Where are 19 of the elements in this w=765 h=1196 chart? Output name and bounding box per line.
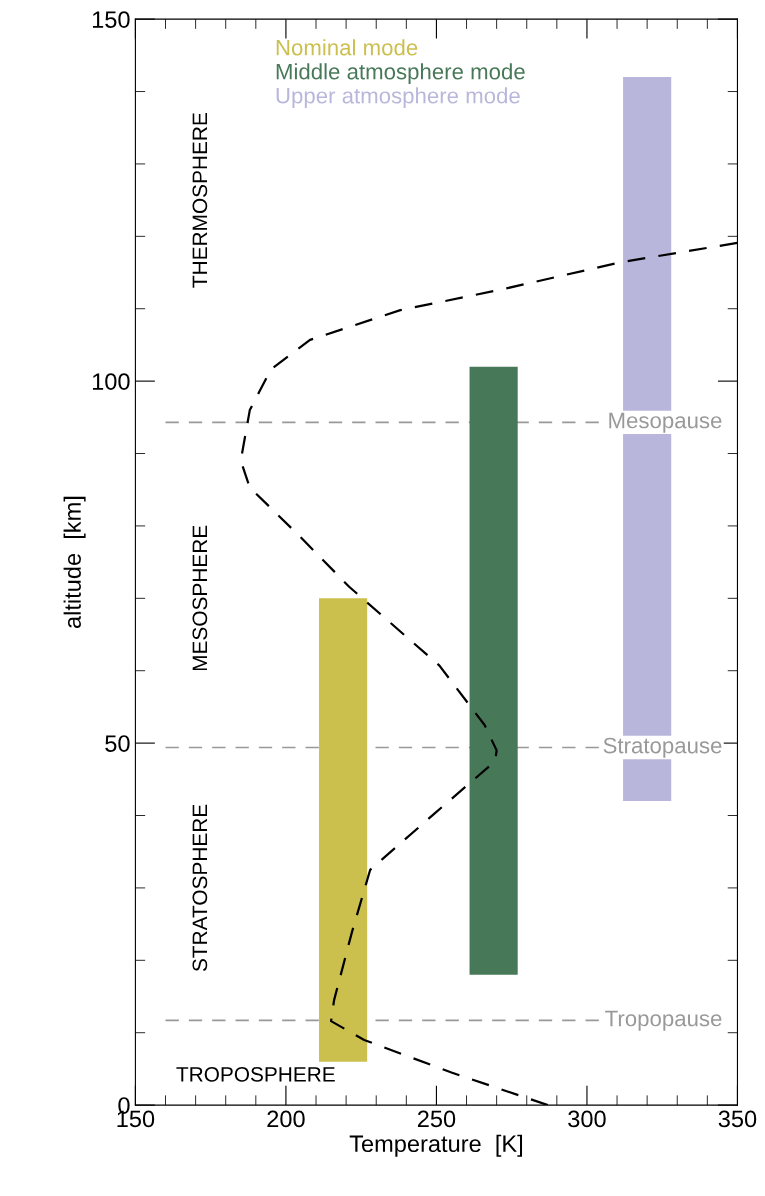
y-tick-label: 50 [105,735,130,752]
y-tick-label: 150 [92,11,130,28]
annotation: TROPOSPHERE [176,1066,335,1082]
x-tick-label: 200 [267,1110,305,1128]
text: Upper atmosphere mode [276,87,520,108]
x-tick-label: 250 [417,1110,456,1128]
annotation: THERMOSPHERE [192,113,208,288]
y-axis-title: altitude [km] [63,496,86,629]
text: Middle atmosphere mode [276,63,525,84]
x-tick-label: 300 [568,1110,606,1128]
ref-line-label: Mesopause [609,412,722,433]
x-axis-title: Temperature [K] [349,1134,523,1157]
annotation: STRATOSPHERE [192,804,208,972]
x-tick-label: 350 [718,1110,757,1128]
ref-line-label: Tropopause [605,1010,722,1031]
text: Nominal mode [276,39,418,56]
annotation: MESOSPHERE [192,525,208,671]
y-tick-label: 100 [92,373,130,390]
ref-line-label: Stratopause [603,737,722,758]
